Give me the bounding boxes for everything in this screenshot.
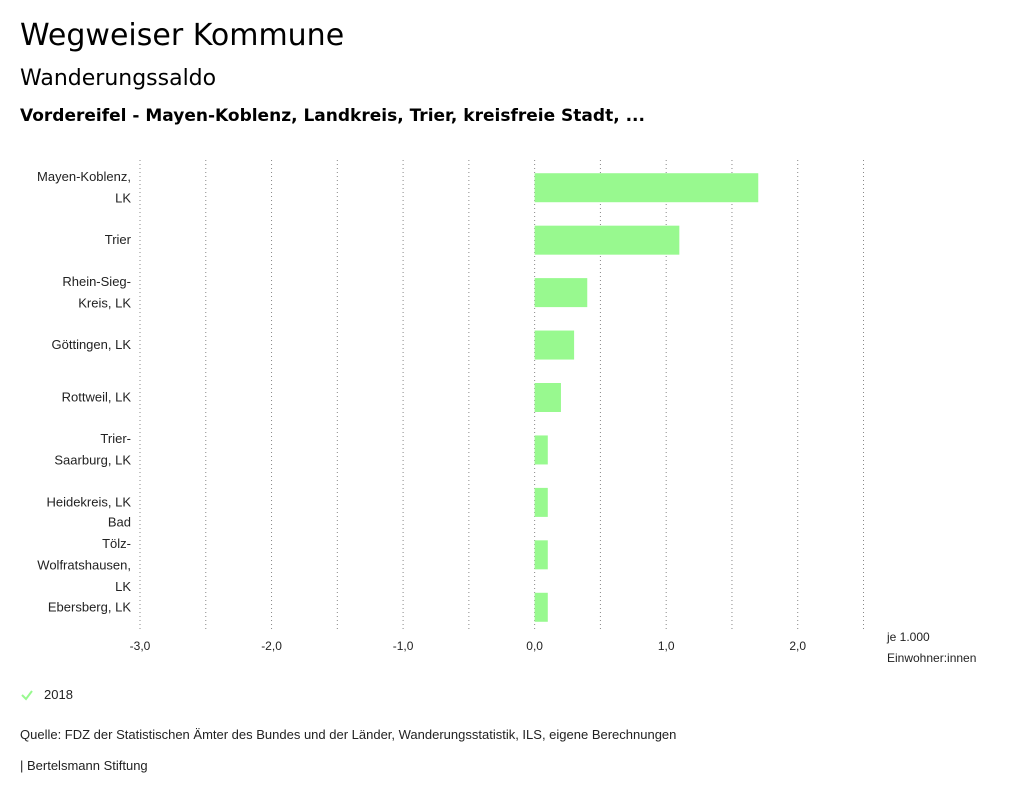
legend-item-2018[interactable]: 2018 xyxy=(20,687,73,702)
bar[interactable] xyxy=(534,225,680,255)
category-label: Wolfratshausen, xyxy=(37,558,131,573)
category-label: LK xyxy=(115,190,131,205)
region-selection[interactable]: Vordereifel - Mayen-Koblenz, Landkreis, … xyxy=(20,106,645,126)
check-icon xyxy=(21,689,33,701)
legend-label: 2018 xyxy=(44,687,73,702)
category-label: Saarburg, LK xyxy=(54,453,131,468)
category-label: Rhein-Sieg- xyxy=(62,274,131,289)
x-unit-label: je 1.000 xyxy=(886,630,930,644)
x-tick-label: -2,0 xyxy=(261,639,282,653)
chart-subtitle: Wanderungssaldo xyxy=(20,66,217,91)
bar[interactable] xyxy=(534,540,548,570)
x-tick-label: 0,0 xyxy=(526,639,543,653)
category-label: Ebersberg, LK xyxy=(48,599,131,614)
bar[interactable] xyxy=(534,592,548,622)
bar-chart: -3,0 -2,0 -1,0 0,0 1,0 2,0 je 1.000 Einwohner:i… xyxy=(37,160,976,665)
bar[interactable] xyxy=(534,330,575,360)
category-label: LK xyxy=(115,579,131,594)
category-label: Trier- xyxy=(100,431,131,446)
x-tick-label: 1,0 xyxy=(658,639,675,653)
page-title: Wegweiser Kommune xyxy=(20,18,345,53)
source-note: Quelle: FDZ der Statistischen Ämter des … xyxy=(20,727,677,742)
category-label: Tölz- xyxy=(102,536,131,551)
bar[interactable] xyxy=(534,383,561,412)
bar[interactable] xyxy=(534,278,588,308)
x-unit-label: Einwohner:innen xyxy=(887,651,976,665)
x-tick-label: -1,0 xyxy=(393,639,414,653)
category-label: Mayen-Koblenz, xyxy=(37,169,131,184)
x-tick-label: 2,0 xyxy=(789,639,806,653)
publisher-credit: | Bertelsmann Stiftung xyxy=(20,758,148,773)
category-label: Kreis, LK xyxy=(78,295,131,310)
category-label: Göttingen, LK xyxy=(52,337,132,352)
category-label: Trier xyxy=(105,232,132,247)
category-label: Rottweil, LK xyxy=(62,390,132,405)
category-label: Bad xyxy=(108,515,131,530)
bar[interactable] xyxy=(534,173,759,203)
bar[interactable] xyxy=(534,487,548,517)
bar[interactable] xyxy=(534,435,548,465)
category-label: Heidekreis, LK xyxy=(46,494,131,509)
x-tick-label: -3,0 xyxy=(130,639,151,653)
